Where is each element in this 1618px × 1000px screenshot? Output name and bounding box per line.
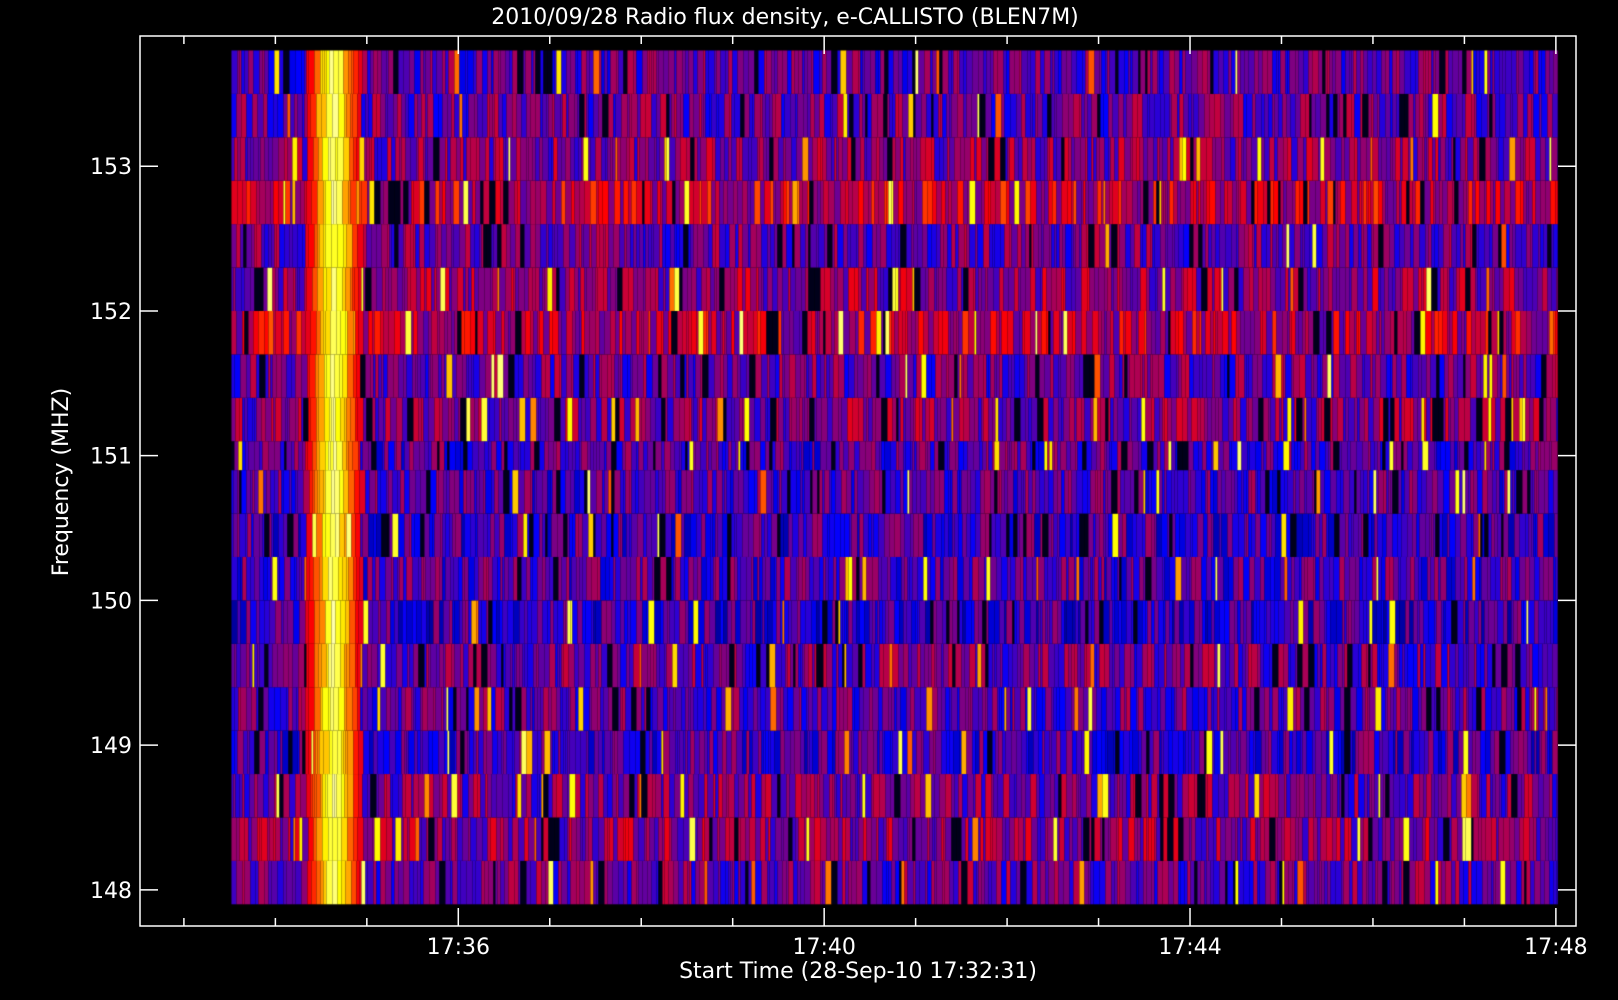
x-tick-label: 17:44 (1158, 935, 1221, 960)
y-tick-label: 150 (90, 589, 132, 614)
y-tick-label: 151 (90, 445, 132, 470)
y-tick-label: 149 (90, 734, 132, 759)
chart-title: 2010/09/28 Radio flux density, e-CALLIST… (491, 5, 1079, 30)
y-axis-label: Frequency (MHZ) (49, 388, 74, 576)
x-tick-label: 17:36 (427, 935, 490, 960)
y-axis: 148 149 150 151 152 153 (90, 155, 1576, 904)
y-tick-label: 148 (90, 879, 132, 904)
x-tick-label: 17:48 (1524, 935, 1587, 960)
x-tick-label: 17:40 (792, 935, 855, 960)
y-tick-label: 152 (90, 300, 132, 325)
plot-area-border (139, 35, 1577, 927)
x-axis-label: Start Time (28-Sep-10 17:32:31) (679, 959, 1037, 984)
y-tick-label: 153 (90, 155, 132, 180)
x-axis: 17:36 17:40 17:44 17:48 (183, 36, 1588, 960)
